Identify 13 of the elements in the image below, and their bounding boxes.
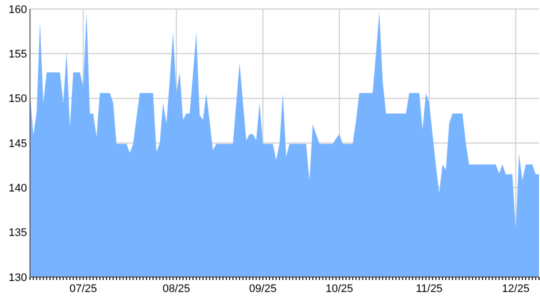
y-tick-label: 135	[8, 227, 27, 240]
x-tick-label: 12/25	[502, 283, 530, 295]
y-tick-label: 150	[8, 93, 27, 106]
y-tick-label: 145	[8, 138, 27, 150]
x-tick-label: 08/25	[162, 283, 190, 295]
y-tick-label: 140	[8, 182, 27, 195]
y-tick-label: 130	[8, 272, 27, 284]
x-tick-label: 09/25	[249, 283, 277, 295]
x-tick-label: 11/25	[416, 283, 443, 295]
y-tick-label: 155	[8, 48, 27, 61]
y-tick-label: 160	[8, 4, 27, 16]
x-tick-label: 07/25	[69, 283, 97, 295]
x-tick-label: 10/25	[326, 283, 354, 295]
